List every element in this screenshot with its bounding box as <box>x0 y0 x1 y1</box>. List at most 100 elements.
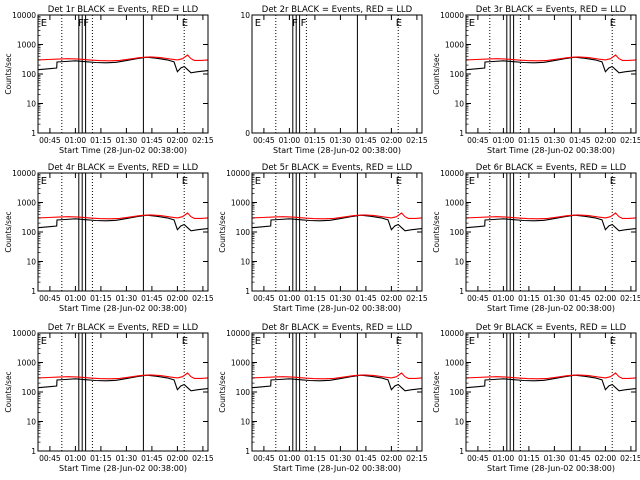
chart-title: Det 5r BLACK = Events, RED = LLD <box>262 163 413 173</box>
x-tick-label: 00:45 <box>467 136 489 145</box>
x-tick-label: 02:00 <box>595 294 617 303</box>
x-tick-label: 00:45 <box>39 454 61 463</box>
x-tick-label: 01:30 <box>116 294 138 303</box>
events-series-line <box>37 56 209 74</box>
plot-frame <box>37 332 209 452</box>
x-tick-label: 01:30 <box>116 136 138 145</box>
x-tick-label: 02:00 <box>595 136 617 145</box>
marker-letter: E <box>41 176 47 187</box>
x-tick-label: 02:15 <box>192 454 214 463</box>
x-tick-label: 01:15 <box>518 136 540 145</box>
x-axis-label: Start Time (28-Jun-02 00:38:00) <box>59 146 187 155</box>
x-axis-label: Start Time (28-Jun-02 00:38:00) <box>273 146 401 155</box>
plot-frame <box>465 172 637 292</box>
lld-series-line <box>251 212 423 220</box>
x-axis-label: Start Time (28-Jun-02 00:38:00) <box>273 304 401 313</box>
marker-letter: E <box>255 336 261 347</box>
y-tick-label: 10000 <box>12 11 36 20</box>
x-tick-label: 01:00 <box>493 454 515 463</box>
x-tick-label: 01:15 <box>304 136 326 145</box>
x-tick-label: 02:00 <box>381 454 403 463</box>
x-tick-label: 02:15 <box>192 136 214 145</box>
chart-title: Det 6r BLACK = Events, RED = LLD <box>476 163 627 173</box>
marker-letter: E <box>610 176 616 187</box>
plot-frame <box>251 332 423 452</box>
x-tick-label: 01:00 <box>279 454 301 463</box>
x-tick-label: 01:45 <box>355 294 377 303</box>
y-tick-label: 1 <box>459 447 464 456</box>
marker-letter: F <box>78 18 84 29</box>
x-tick-label: 01:15 <box>304 454 326 463</box>
x-tick-label: 00:45 <box>467 294 489 303</box>
x-tick-label: 01:00 <box>493 294 515 303</box>
y-tick-label: 10000 <box>226 169 250 178</box>
y-tick-label: 1 <box>245 447 250 456</box>
y-axis-label: Counts/sec <box>432 53 441 94</box>
x-tick-label: 01:15 <box>90 454 112 463</box>
events-series-line <box>465 374 637 392</box>
y-axis-label: Counts/sec <box>432 211 441 252</box>
events-series-line <box>251 374 423 392</box>
y-tick-label: 1 <box>245 287 250 296</box>
y-tick-label: 100 <box>450 388 465 397</box>
y-tick-label: 10 <box>454 258 464 267</box>
y-tick-label: 1 <box>31 287 36 296</box>
y-tick-label: 10000 <box>440 11 464 20</box>
y-tick-label: 1000 <box>231 359 250 368</box>
x-axis-label: Start Time (28-Jun-02 00:38:00) <box>273 464 401 473</box>
marker-letter: E <box>396 176 402 187</box>
y-axis-label: Counts/sec <box>218 211 227 252</box>
x-tick-label: 00:45 <box>253 136 275 145</box>
chart-title: Det 3r BLACK = Events, RED = LLD <box>476 5 627 15</box>
marker-letter: E <box>255 18 261 29</box>
x-tick-label: 02:15 <box>620 454 640 463</box>
x-tick-label: 01:45 <box>569 294 591 303</box>
y-tick-label: 100 <box>450 70 465 79</box>
x-axis-label: Start Time (28-Jun-02 00:38:00) <box>487 304 615 313</box>
x-tick-label: 02:00 <box>167 454 189 463</box>
x-tick-label: 00:45 <box>253 294 275 303</box>
y-tick-label: 10 <box>26 418 36 427</box>
x-tick-label: 00:45 <box>253 454 275 463</box>
marker-letter: E <box>41 18 47 29</box>
x-axis-label: Start Time (28-Jun-02 00:38:00) <box>59 304 187 313</box>
y-tick-label: 1 <box>31 447 36 456</box>
y-axis-label: Counts/sec <box>432 371 441 412</box>
x-tick-label: 02:15 <box>620 294 640 303</box>
y-tick-label: 10000 <box>226 329 250 338</box>
chart-title: Det 7r BLACK = Events, RED = LLD <box>48 323 199 333</box>
marker-letter: E <box>469 18 475 29</box>
x-tick-label: 00:45 <box>467 454 489 463</box>
y-tick-label: 10000 <box>12 329 36 338</box>
chart-title: Det 1r BLACK = Events, RED = LLD <box>48 5 199 15</box>
marker-letter: E <box>182 18 188 29</box>
lld-series-line <box>251 372 423 380</box>
x-tick-label: 00:45 <box>39 136 61 145</box>
marker-letter: E <box>396 336 402 347</box>
y-tick-label: 10 <box>26 100 36 109</box>
x-tick-label: 01:45 <box>355 454 377 463</box>
x-tick-label: 01:00 <box>493 136 515 145</box>
x-tick-label: 02:15 <box>406 454 428 463</box>
x-tick-label: 01:15 <box>518 294 540 303</box>
y-tick-label: 10000 <box>12 169 36 178</box>
chart-title: Det 8r BLACK = Events, RED = LLD <box>262 323 413 333</box>
x-tick-label: 00:45 <box>39 294 61 303</box>
plot-frame <box>465 332 637 452</box>
x-tick-label: 02:15 <box>192 294 214 303</box>
x-tick-label: 01:00 <box>279 136 301 145</box>
y-tick-label: 100 <box>236 228 251 237</box>
chart-title: Det 4r BLACK = Events, RED = LLD <box>48 163 199 173</box>
y-axis-label: Counts/sec <box>218 371 227 412</box>
plot-frame <box>37 14 209 134</box>
y-tick-label: 1 <box>459 287 464 296</box>
events-series-line <box>37 214 209 232</box>
x-tick-label: 02:00 <box>381 136 403 145</box>
